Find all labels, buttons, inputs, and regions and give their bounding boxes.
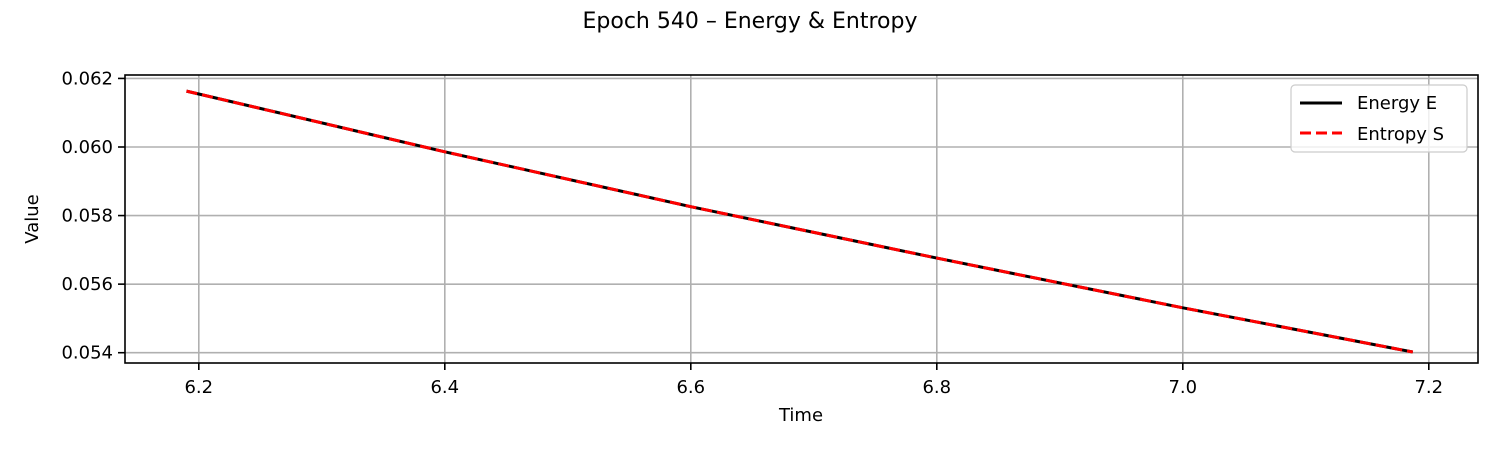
chart-title: Epoch 540 – Energy & Entropy: [583, 9, 918, 34]
x-tick-label: 6.8: [922, 377, 951, 398]
x-tick-label: 7.2: [1414, 377, 1443, 398]
y-tick-label: 0.060: [61, 137, 113, 158]
y-tick-label: 0.054: [61, 343, 113, 364]
legend-label-energy: Energy E: [1357, 93, 1437, 114]
x-tick-label: 6.4: [430, 377, 459, 398]
series-line-entropy-s: [186, 89, 1414, 354]
y-tick-label: 0.058: [61, 206, 113, 227]
series-lines: [186, 89, 1414, 354]
x-tick-label: 6.2: [184, 377, 213, 398]
x-tick-label: 7.0: [1168, 377, 1197, 398]
x-tick-label: 6.6: [676, 377, 705, 398]
y-tick-label: 0.062: [61, 68, 113, 89]
x-axis-label: Time: [778, 405, 823, 426]
x-axis-ticks: 6.2 6.4 6.6 6.8 7.0 7.2: [184, 363, 1443, 398]
plot-area-frame: [124, 74, 1479, 364]
legend: Energy E Entropy S: [1290, 84, 1468, 153]
y-tick-label: 0.056: [61, 274, 113, 295]
y-axis-label: Value: [22, 194, 43, 243]
grid-lines: [125, 75, 1478, 363]
y-axis-ticks: 0.054 0.056 0.058 0.060 0.062: [61, 68, 125, 364]
series-line-energy-e: [186, 89, 1414, 354]
legend-label-entropy: Entropy S: [1357, 124, 1444, 145]
